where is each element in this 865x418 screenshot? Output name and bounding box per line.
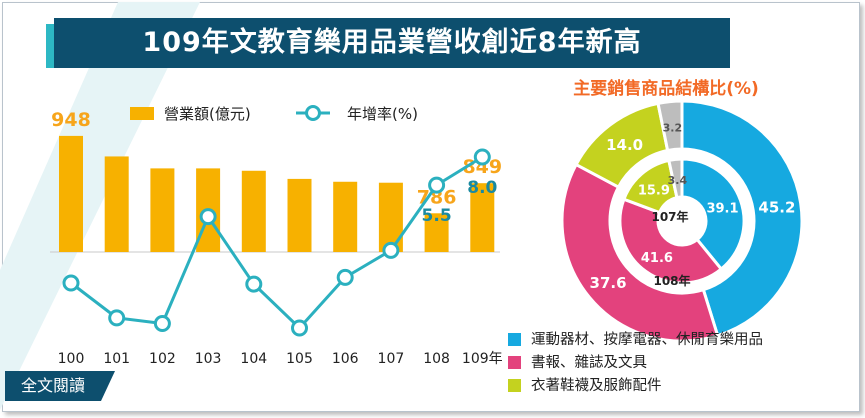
- x-tick-label-7: 107: [378, 351, 405, 367]
- x-tick-label-1: 101: [103, 351, 130, 367]
- donut-inner-label-sports: 39.1: [706, 202, 738, 217]
- bar-2: [150, 168, 175, 252]
- growth-rate-point-4: [245, 275, 263, 293]
- growth-rate-label-9: 8.0: [467, 178, 497, 198]
- x-tick-label-2: 102: [149, 351, 176, 367]
- growth-rate-point-5: [291, 319, 308, 337]
- donut-outer-segment-sports: [680, 99, 804, 338]
- x-tick-label-4: 104: [240, 351, 267, 367]
- growth-rate-point-6: [336, 268, 354, 286]
- bar-5: [287, 178, 312, 252]
- pie-legend-sports: 運動器材、按摩電器、休閒育樂用品: [508, 330, 763, 350]
- donut-inner-label-books: 41.6: [641, 251, 673, 266]
- x-tick-label-0: 100: [58, 351, 85, 367]
- bar-6: [333, 181, 358, 252]
- legend-swatch-clothing: [508, 378, 521, 392]
- bar-value-label-8: 786: [417, 186, 457, 208]
- donut-inner-segment-other: [667, 157, 684, 200]
- growth-rate-point-1: [108, 309, 126, 327]
- legend-bar-label: 營業額(億元): [164, 105, 251, 123]
- bar-value-label-0: 948: [51, 109, 91, 131]
- pie-chart-title: 主要銷售商品結構比(%): [573, 79, 759, 99]
- growth-rate-point-2: [153, 315, 171, 332]
- legend-line-marker: [305, 105, 321, 121]
- bar-9: [470, 183, 495, 252]
- legend-swatch-sports: [508, 332, 521, 346]
- x-tick-label-8: 108: [423, 351, 450, 367]
- legend-line-label: 年增率(%): [347, 105, 418, 123]
- growth-rate-point-9: [473, 148, 491, 166]
- bar-4: [241, 170, 266, 252]
- legend-label-sports: 運動器材、按摩電器、休閒育樂用品: [531, 332, 763, 348]
- bar-0: [59, 135, 83, 252]
- donut-outer-label-sports: 45.2: [758, 199, 795, 217]
- x-tick-label-5: 105: [286, 351, 313, 367]
- growth-rate-line: [70, 155, 484, 330]
- legend-bar-swatch: [130, 107, 154, 120]
- legend-swatch-books: [508, 355, 521, 369]
- growth-rate-point-8: [428, 176, 446, 194]
- title-bar: [54, 18, 730, 68]
- donut-inner-label-clothing: 15.9: [638, 183, 670, 198]
- growth-rate-point-3: [199, 208, 217, 226]
- x-tick-label-9: 109年: [462, 351, 503, 367]
- donut-inner-label-other: 3.4: [668, 174, 688, 187]
- bar-8: [424, 213, 449, 252]
- growth-rate-label-8: 5.5: [422, 206, 452, 226]
- bar-1: [104, 156, 129, 252]
- donut-inner-ring-year-label: 107年: [651, 209, 688, 224]
- x-tick-label-3: 103: [195, 351, 222, 367]
- donut-outer-label-other: 3.2: [663, 121, 683, 134]
- title-accent: [46, 24, 54, 68]
- legend-label-books: 書報、雜誌及文具: [531, 355, 647, 371]
- x-tick-label-6: 106: [332, 351, 359, 367]
- pie-legend-books: 書報、雜誌及文具: [508, 353, 647, 373]
- donut-inner-segment-books: [618, 197, 724, 285]
- growth-rate-point-7: [382, 241, 400, 259]
- donut-outer-label-clothing: 14.0: [606, 136, 643, 154]
- legend-label-clothing: 衣著鞋襪及服飾配件: [531, 378, 662, 394]
- donut-outer-segment-other: [656, 99, 684, 153]
- donut-center: [659, 198, 705, 244]
- pie-legend-clothing: 衣著鞋襪及服飾配件: [508, 376, 662, 396]
- donut-outer-ring-year-label: 108年: [653, 273, 690, 288]
- growth-rate-point-0: [62, 274, 80, 292]
- donut-outer-segment-books: [560, 162, 720, 343]
- bar-7: [378, 182, 403, 252]
- donut-outer-label-books: 37.6: [590, 274, 627, 292]
- donut-inner-segment-sports: [680, 157, 746, 272]
- full-text-read-button[interactable]: 全文閱讀: [5, 371, 115, 401]
- page-title: 109年文教育樂用品業營收創近8年新高: [142, 27, 642, 58]
